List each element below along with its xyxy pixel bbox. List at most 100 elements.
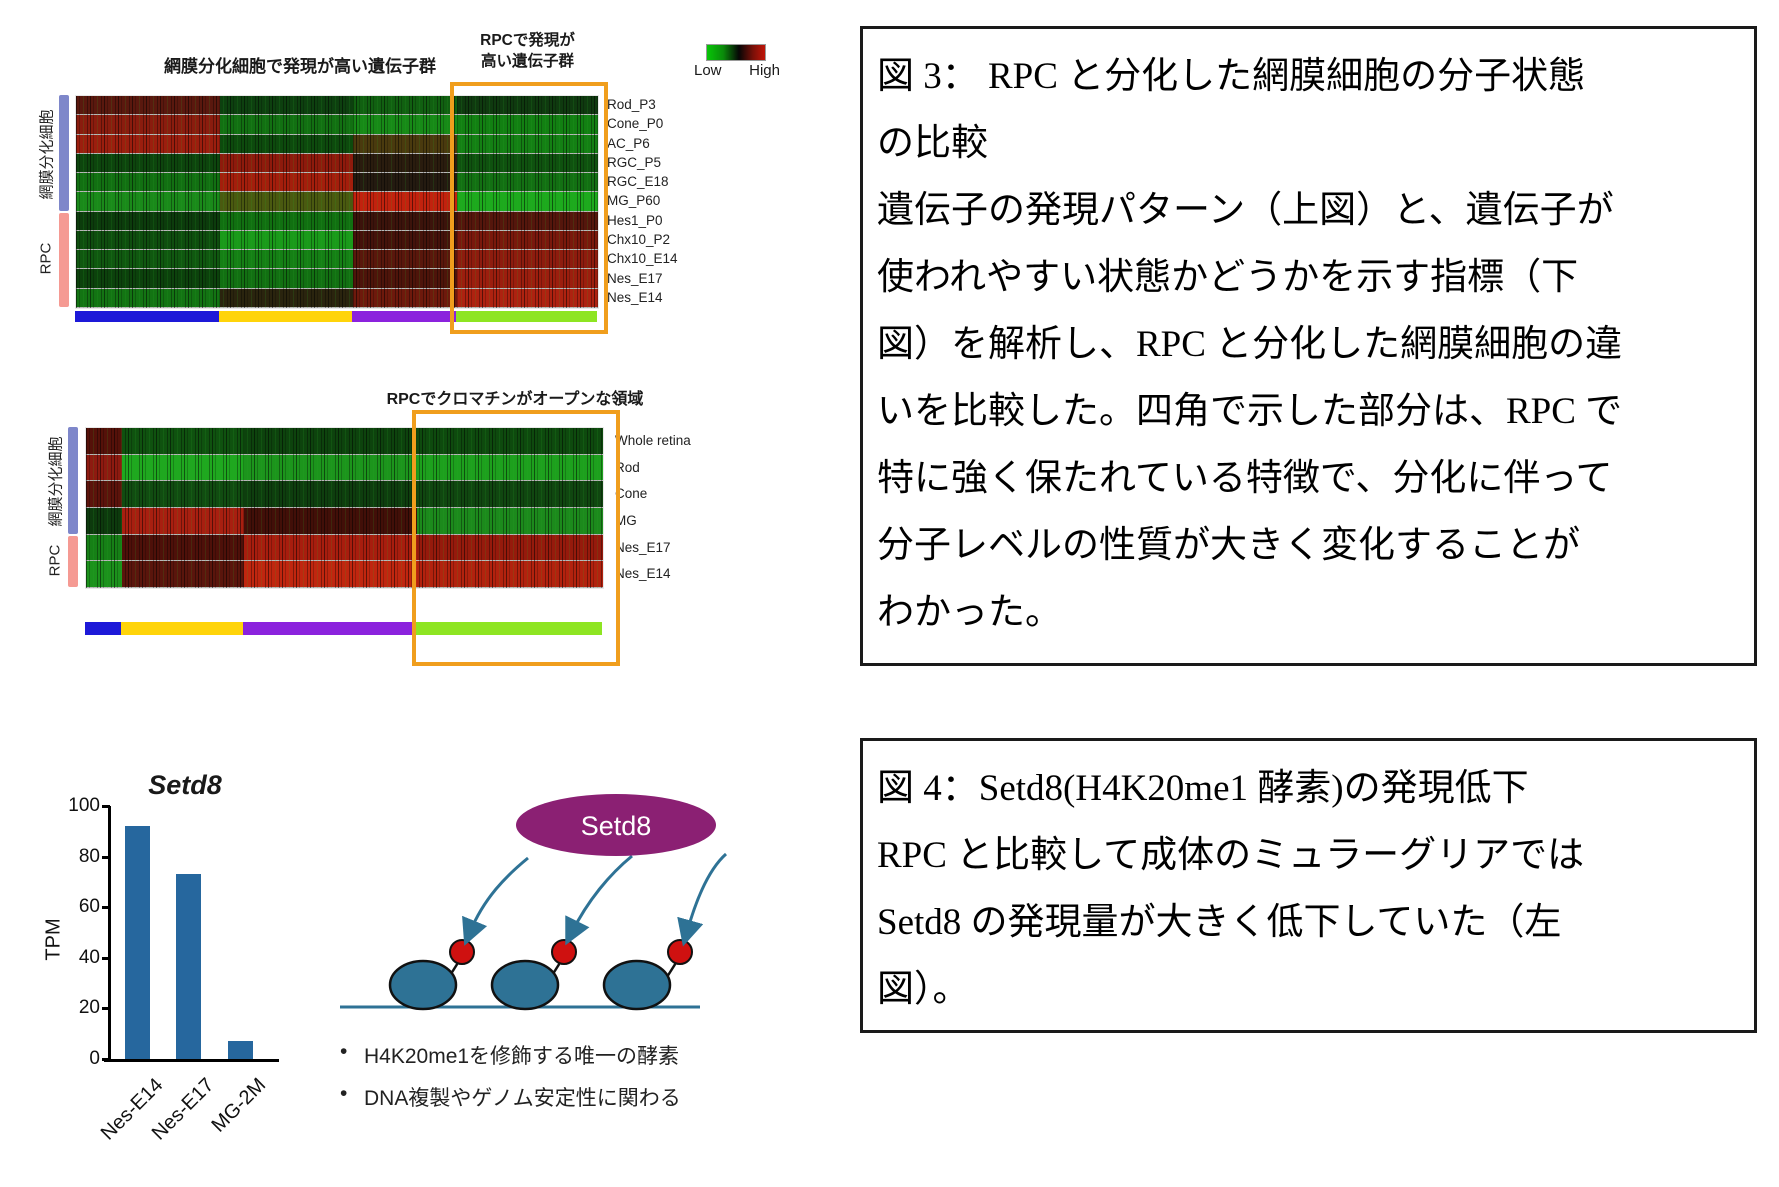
- heatmap-cell-block: [243, 454, 417, 481]
- heatmap-cell-block: [243, 428, 417, 454]
- heatmap-cell-block: [352, 115, 458, 134]
- cluster-segment: [242, 622, 416, 635]
- heatmap-cell-block: [219, 173, 353, 192]
- heatmap-cell-block: [76, 153, 220, 173]
- cluster-segment: [351, 311, 457, 322]
- heatmap-cell-block: [352, 153, 458, 173]
- y-tick-label-20: 20: [78, 997, 100, 1019]
- row-label-Whole retina: Whole retina: [615, 432, 691, 448]
- methylation-arrow: [565, 854, 633, 946]
- heatmap-cell-block: [219, 250, 353, 269]
- nucleosome: [388, 959, 458, 1011]
- heatmap-cell-block: [76, 96, 220, 115]
- row-label-RGC_P5: RGC_P5: [607, 154, 662, 170]
- legend-high-label: High: [749, 62, 780, 79]
- row-label-Rod_P3: Rod_P3: [607, 97, 656, 113]
- h4k20me1-mark: [667, 939, 693, 965]
- y-tick-mark: [102, 1058, 110, 1061]
- cluster-segment: [415, 622, 602, 635]
- differentiated-cells-label: 網膜分化細胞: [38, 109, 56, 200]
- heatmap-cell-block: [86, 561, 123, 588]
- x-axis-line: [104, 1059, 279, 1062]
- heatmap-cell-block: [243, 481, 417, 508]
- heatmap-cell-block: [76, 269, 220, 288]
- heatmap-cell-block: [86, 534, 123, 561]
- heatmap-cell-block: [76, 288, 220, 307]
- heatmap-cell-block: [76, 192, 220, 211]
- setd8-bar-chart: Setd8 TPM 0 20 40 60 80 100 Nes-E14 Nes-E17 MG-2…: [40, 760, 330, 1180]
- rpc-group-label: RPC: [37, 242, 55, 275]
- bar-MG-2M: [228, 1041, 253, 1059]
- nucleosome: [490, 959, 560, 1011]
- nucleosome: [602, 959, 672, 1011]
- heatmap-cell-block: [243, 534, 417, 561]
- differentiated-cells-band: [68, 427, 78, 534]
- methylation-arrow: [462, 856, 529, 946]
- heatmap-cell-block: [352, 96, 458, 115]
- row-label-Rod: Rod: [615, 459, 640, 475]
- cluster-segment: [85, 622, 122, 635]
- differentiated-cells-band: [59, 95, 69, 211]
- heatmap-cell-block: [219, 96, 353, 115]
- heatmap-cell-block: [219, 211, 353, 230]
- row-label-Nes_E17: Nes_E17: [607, 270, 663, 286]
- heatmap-cell-block: [122, 481, 244, 508]
- bullet-text: H4K20me1を修飾する唯一の酵素: [364, 1045, 680, 1068]
- figure3-caption-box: 図 3： RPC と分化した網膜細胞の分子状態 の比較 遺伝子の発現パターン（上…: [860, 26, 1757, 666]
- y-tick-label-60: 60: [78, 896, 100, 918]
- row-label-Nes_E14: Nes_E14: [607, 289, 663, 305]
- y-tick-label-0: 0: [89, 1048, 100, 1069]
- methylation-arrow: [677, 852, 728, 947]
- bullet-item: • DNA複製やゲノム安定性に関わる: [340, 1082, 740, 1112]
- figure4-caption-text: 図 4：Setd8(H4K20me1 酵素)の発現低下 RPC と比較して成体の…: [877, 768, 1585, 1010]
- bullet-item: • H4K20me1を修飾する唯一の酵素: [340, 1040, 740, 1070]
- y-tick-label-80: 80: [78, 845, 100, 867]
- cluster-segment: [456, 311, 597, 322]
- heatmap-cell-block: [219, 269, 353, 288]
- chart-title: Setd8: [148, 770, 222, 800]
- bullet-icon: •: [340, 1082, 348, 1105]
- chromatin-heatmap-row-labels: Whole retina Rod Cone MG Nes_E17 Nes_E14: [615, 427, 691, 587]
- row-label-AC_P6: AC_P6: [607, 135, 650, 151]
- heatmap-cell-block: [86, 428, 123, 454]
- heatmap-cell-block: [243, 508, 417, 534]
- y-tick-mark: [102, 956, 110, 960]
- row-label-Cone: Cone: [615, 486, 648, 502]
- heatmap-cell-block: [352, 269, 458, 288]
- row-label-MG: MG: [615, 512, 637, 528]
- y-axis-line: [108, 806, 111, 1062]
- heatmap-cell-block: [122, 561, 244, 588]
- setd8-enzyme-ellipse: [516, 794, 716, 856]
- heatmap-cell-block: [122, 428, 244, 454]
- heatmap-cell-block: [352, 211, 458, 230]
- heatmap-cell-block: [122, 454, 244, 481]
- color-scale-legend-gradient: [706, 44, 766, 61]
- bullet-text: DNA複製やゲノム安定性に関わる: [364, 1087, 681, 1110]
- heatmap-cell-block: [352, 288, 458, 307]
- heatmap-cell-block: [86, 481, 123, 508]
- y-tick-mark: [102, 1007, 110, 1011]
- heatmap-cell-block: [122, 508, 244, 534]
- heatmap-cell-block: [219, 153, 353, 173]
- rpc-gene-cluster-title: RPCで発現が 高い遺伝子群: [480, 32, 575, 70]
- h4k20me1-mark: [551, 939, 577, 965]
- heatmap-cell-block: [86, 508, 123, 534]
- y-tick-mark: [102, 906, 110, 910]
- legend-low-label: Low: [694, 62, 722, 79]
- row-label-Cone_P0: Cone_P0: [607, 116, 664, 132]
- bar-Nes-E17: [176, 874, 201, 1059]
- heatmap-cell-block: [122, 534, 244, 561]
- rpc-open-chromatin-highlight-box: [412, 410, 620, 666]
- bullet-icon: •: [340, 1040, 348, 1063]
- heatmap-cell-block: [219, 115, 353, 134]
- figure3-caption-text: 図 3： RPC と分化した網膜細胞の分子状態 の比較 遺伝子の発現パターン（上…: [877, 56, 1623, 633]
- row-label-Hes1_P0: Hes1_P0: [607, 212, 663, 228]
- x-tick-label-MG-2M: MG-2M: [207, 1074, 271, 1137]
- heatmap-cell-block: [352, 173, 458, 192]
- heatmap-cell-block: [219, 288, 353, 307]
- heatmap-cell-block: [352, 134, 458, 153]
- color-scale-legend-labels: Low High: [694, 62, 780, 79]
- heatmap-cell-block: [76, 250, 220, 269]
- y-tick-mark: [102, 805, 110, 808]
